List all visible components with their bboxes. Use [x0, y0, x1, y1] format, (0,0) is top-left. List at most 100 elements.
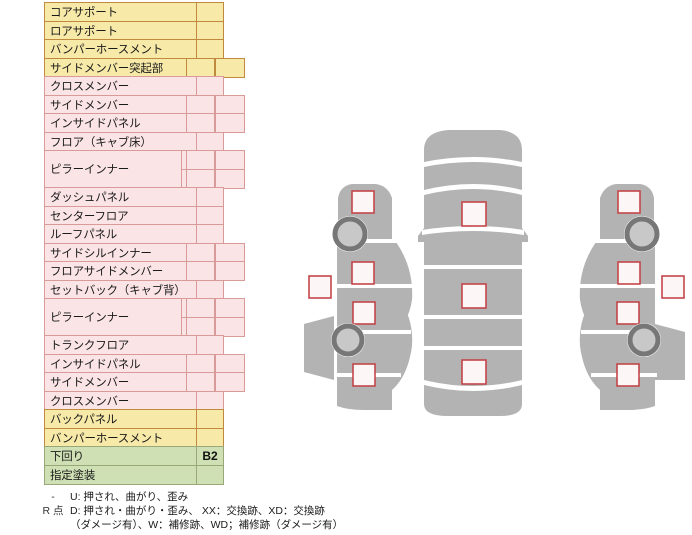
mark-cell-left[interactable]	[186, 242, 215, 263]
mark-cell-right[interactable]	[215, 94, 245, 115]
top-divider-3	[422, 226, 524, 235]
left-wheel-front	[332, 216, 368, 252]
mark-cell[interactable]	[196, 409, 224, 429]
left-marker-4[interactable]	[352, 363, 376, 387]
row-label: クロスメンバー	[44, 390, 204, 411]
legend-value-2: D: 押され・曲がり・歪み、 XX：交換跡、XD：交換跡	[70, 505, 325, 517]
mark-cell[interactable]	[196, 131, 224, 152]
mark-cell-left[interactable]	[186, 353, 215, 374]
mark-cell-left[interactable]	[186, 261, 215, 281]
right-marker-3[interactable]	[616, 301, 640, 325]
mark-cell-right[interactable]	[215, 168, 245, 189]
right-marker-4[interactable]	[616, 363, 640, 387]
right-rear-flap	[655, 324, 685, 380]
top-marker-1[interactable]	[461, 201, 487, 227]
row-label: ダッシュパネル	[44, 187, 204, 207]
row-label: バンパーホースメント	[44, 427, 204, 448]
mark-cell-left[interactable]	[186, 150, 215, 170]
right-divider-1	[593, 239, 657, 243]
top-marker-3[interactable]	[461, 359, 487, 385]
right-divider-3	[581, 330, 657, 334]
top-divider-2	[424, 184, 522, 195]
top-divider-4	[422, 265, 526, 269]
row-label: クロスメンバー	[44, 76, 204, 96]
row-label: サイドメンバー	[44, 94, 204, 115]
top-marker-2[interactable]	[461, 283, 487, 309]
row-label: フロアサイドメンバー	[44, 261, 204, 281]
damage-assessment-table: コアサポート ロアサポート バンパーホースメント サイドメンバー突起部 クロスメンバーサ…	[44, 2, 260, 485]
left-marker-1[interactable]	[351, 190, 375, 214]
mark-cell-right[interactable]	[215, 242, 245, 263]
mark-cell[interactable]	[196, 39, 224, 59]
mark-cell-value[interactable]: B2	[196, 446, 224, 466]
mark-cell-right[interactable]	[215, 316, 245, 337]
right-marker-2[interactable]	[617, 261, 641, 285]
mark-cell-left[interactable]	[186, 94, 215, 115]
left-side-view	[304, 184, 415, 410]
top-divider-6	[422, 346, 526, 350]
left-marker-3[interactable]	[352, 301, 376, 325]
mark-cell[interactable]	[196, 464, 224, 485]
legend-row-1: - U: 押され、曲がり、歪み	[36, 490, 376, 504]
row-label: インサイドパネル	[44, 353, 204, 374]
top-divider-7	[424, 380, 522, 391]
row-label: バックパネル	[44, 409, 204, 429]
mark-cell-right[interactable]	[215, 372, 245, 392]
left-divider-3	[335, 330, 411, 334]
row-label: 指定塗装	[44, 464, 204, 485]
top-divider-5	[422, 315, 526, 319]
mark-cell[interactable]	[196, 224, 224, 244]
mark-cell[interactable]	[196, 2, 224, 22]
left-divider-2	[335, 284, 415, 288]
row-label: バンパーホースメント	[44, 39, 204, 59]
mark-cell-right[interactable]	[215, 353, 245, 374]
mark-cell-right[interactable]	[215, 57, 245, 78]
legend-value-1: U: 押され、曲がり、歪み	[70, 491, 189, 503]
mark-cell-right[interactable]	[215, 113, 245, 133]
right-side-view	[577, 184, 685, 410]
row-label: インサイドパネル	[44, 113, 204, 133]
legend-row-2: R 点 D: 押され・曲がり・歪み、 XX：交換跡、XD：交換跡	[36, 504, 376, 518]
mark-cell[interactable]	[196, 335, 224, 355]
mark-cell-right[interactable]	[215, 261, 245, 281]
right-marker-5[interactable]	[661, 275, 685, 299]
row-label-spacer	[44, 169, 182, 189]
top-body	[424, 130, 522, 416]
mark-cell[interactable]	[196, 427, 224, 448]
top-view	[418, 130, 528, 416]
right-divider-2	[577, 284, 657, 288]
mark-cell-left[interactable]	[186, 168, 215, 189]
legend: - U: 押され、曲がり、歪み R 点 D: 押され・曲がり・歪み、 XX：交換…	[36, 490, 376, 532]
row-label: 下回り	[44, 446, 204, 466]
row-label-spacer	[44, 317, 182, 337]
row-label: サイドシルインナー	[44, 242, 204, 263]
mark-cell[interactable]	[196, 390, 224, 411]
left-divider-1	[335, 239, 399, 243]
mark-cell[interactable]	[196, 205, 224, 226]
mark-cell[interactable]	[196, 187, 224, 207]
right-wheel-rear	[627, 323, 661, 357]
row-label: ルーフパネル	[44, 224, 204, 244]
mark-cell[interactable]	[196, 76, 224, 96]
mark-cell-right[interactable]	[215, 150, 245, 170]
mark-cell-right[interactable]	[215, 298, 245, 318]
left-front-flap	[304, 316, 334, 380]
row-label: サイドメンバー突起部	[44, 57, 204, 78]
mark-cell-left[interactable]	[186, 57, 215, 78]
row-label: センターフロア	[44, 205, 204, 226]
mark-cell-left[interactable]	[186, 316, 215, 337]
mark-cell-left[interactable]	[186, 113, 215, 133]
left-marker-2[interactable]	[351, 261, 375, 285]
left-marker-5[interactable]	[308, 275, 332, 299]
mark-cell-left[interactable]	[186, 298, 215, 318]
legend-key-1: -	[51, 491, 55, 503]
row-label: トランクフロア	[44, 335, 204, 355]
mark-cell-left[interactable]	[186, 372, 215, 392]
left-wheel-rear	[331, 323, 365, 357]
mark-cell[interactable]	[196, 279, 224, 300]
mark-cell[interactable]	[196, 20, 224, 41]
legend-value-2-continued: （ダメージ有）、W：補修跡、WD；補修跡（ダメージ有）	[70, 519, 344, 531]
row-label: セットバック（キャブ背）	[44, 279, 204, 300]
right-marker-1[interactable]	[617, 190, 641, 214]
